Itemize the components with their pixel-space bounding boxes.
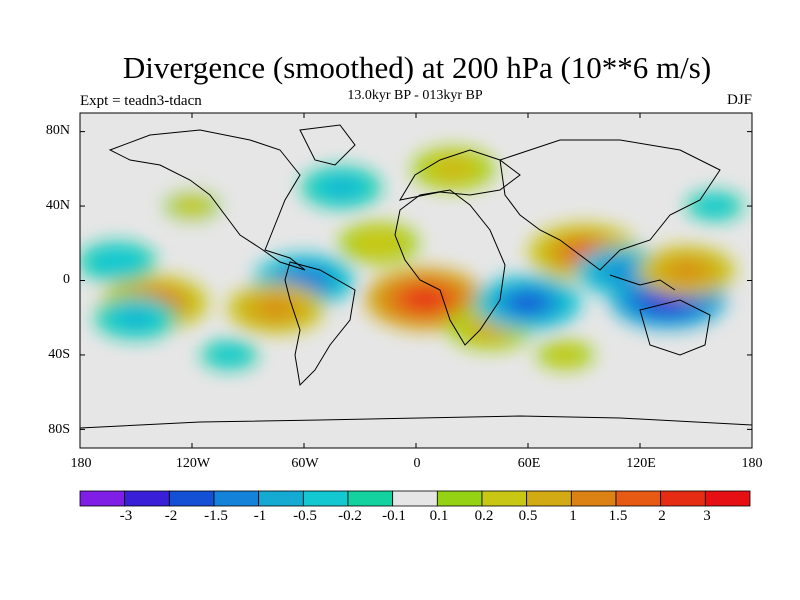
field-contour xyxy=(703,200,726,212)
field-contour xyxy=(105,255,129,269)
field-contour xyxy=(329,181,354,194)
colorbar-label: 1.5 xyxy=(608,508,628,524)
chart-title: Divergence (smoothed) at 200 hPa (10**6 … xyxy=(122,50,712,85)
colorbar-swatch xyxy=(660,490,706,507)
greenland-coast xyxy=(299,124,356,166)
colorbar-swatch xyxy=(168,490,215,507)
colorbar-swatch xyxy=(79,490,126,507)
colorbar-swatch xyxy=(704,490,751,507)
colorbar-label: -2 xyxy=(164,508,178,524)
colorbar-swatch xyxy=(392,490,438,507)
x-tick-label-180e: 180 xyxy=(741,456,763,471)
colorbar-label: -0.1 xyxy=(382,508,406,524)
chart-subtitle: 13.0kyr BP - 013kyr BP xyxy=(347,88,483,103)
experiment-label: Expt = teadn3-tdacn xyxy=(80,93,202,109)
field-contour xyxy=(672,263,702,279)
colorbar-swatch xyxy=(526,490,572,507)
colorbar-label: -1.5 xyxy=(204,508,228,524)
y-tick-label-40s: 40S xyxy=(48,347,70,362)
field-contour xyxy=(607,263,636,279)
x-tick-label-120w: 120W xyxy=(175,456,211,471)
colorbar-label: 0.2 xyxy=(474,508,494,524)
y-tick-label-80s: 80S xyxy=(48,422,70,437)
x-tick-label-0: 0 xyxy=(413,456,421,471)
field-contour xyxy=(288,272,320,289)
x-tick-label-60w: 60W xyxy=(291,456,319,471)
colorbar-swatch xyxy=(302,490,349,507)
colorbar-swatch xyxy=(615,490,662,507)
colorbar-label: 0.1 xyxy=(429,508,449,524)
colorbar-label: -0.5 xyxy=(293,508,317,524)
colorbar-swatch xyxy=(258,490,304,507)
colorbar-swatch xyxy=(213,490,260,507)
south-america-coast xyxy=(284,261,356,387)
colorbar-label: 0.5 xyxy=(518,508,538,524)
x-tick-label-180w: 180 xyxy=(70,456,92,471)
field-contour xyxy=(261,300,291,316)
indonesia-coast xyxy=(609,274,676,291)
season-label: DJF xyxy=(726,92,752,108)
y-tick-label-0: 0 xyxy=(63,272,70,287)
x-tick-label-120e: 120E xyxy=(626,456,656,471)
field-contour xyxy=(180,199,204,213)
colorbar-label: 2 xyxy=(658,508,666,524)
colorbar-label: -0.2 xyxy=(338,508,362,524)
colorbar-label: 1 xyxy=(569,508,577,524)
australia-coast xyxy=(639,299,711,356)
colorbar-swatch xyxy=(570,490,617,507)
x-tick-label-60e: 60E xyxy=(517,456,541,471)
coastlines xyxy=(80,124,752,429)
asia-coast xyxy=(499,139,721,271)
field-contour xyxy=(218,349,241,361)
field-contour xyxy=(554,349,577,361)
field-contour xyxy=(123,311,149,325)
colorbar-label: 3 xyxy=(703,508,711,524)
colorbar-label: -1 xyxy=(253,508,267,524)
field-contour xyxy=(407,289,444,309)
y-tick-label-40n: 40N xyxy=(45,198,70,213)
colorbar-swatch xyxy=(436,490,483,507)
field-contour xyxy=(366,236,391,250)
colorbar-label: -3 xyxy=(119,508,133,524)
antarctica-coast xyxy=(80,415,752,429)
colorbar-swatch xyxy=(347,490,394,507)
field-contour xyxy=(512,294,544,312)
field-contour xyxy=(440,162,466,176)
axis-ticks xyxy=(79,113,753,448)
africa-coast xyxy=(394,189,506,346)
colorbar-swatch xyxy=(481,490,528,507)
y-tick-label-80n: 80N xyxy=(45,123,70,138)
colorbar xyxy=(79,490,751,507)
europe-coast xyxy=(398,149,521,201)
colorbar-swatch xyxy=(124,490,170,507)
